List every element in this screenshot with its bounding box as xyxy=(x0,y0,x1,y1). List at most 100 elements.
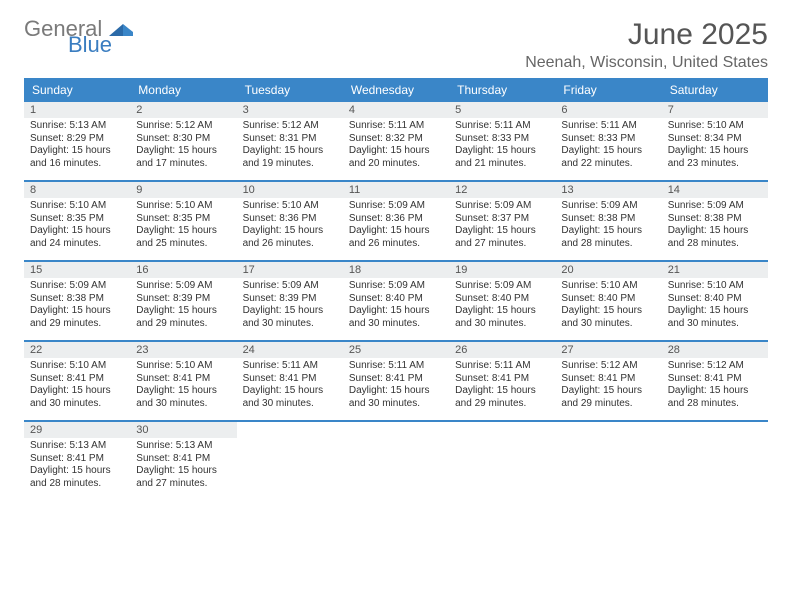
sunrise-line: Sunrise: 5:09 AM xyxy=(561,200,655,213)
sunset-line: Sunset: 8:40 PM xyxy=(349,293,443,306)
daylight-line: Daylight: 15 hours and 28 minutes. xyxy=(561,225,655,250)
day-body: Sunrise: 5:10 AMSunset: 8:41 PMDaylight:… xyxy=(130,358,236,414)
sunset-line: Sunset: 8:30 PM xyxy=(136,133,230,146)
day-body: Sunrise: 5:09 AMSunset: 8:36 PMDaylight:… xyxy=(343,198,449,254)
day-cell: 30 Sunrise: 5:13 AMSunset: 8:41 PMDayligh… xyxy=(130,422,236,500)
day-number: 13 xyxy=(555,182,661,198)
daylight-line: Daylight: 15 hours and 29 minutes. xyxy=(561,385,655,410)
day-number: 5 xyxy=(449,102,555,118)
sunset-line: Sunset: 8:41 PM xyxy=(561,373,655,386)
daylight-line: Daylight: 15 hours and 30 minutes. xyxy=(349,305,443,330)
day-body: Sunrise: 5:10 AMSunset: 8:40 PMDaylight:… xyxy=(662,278,768,334)
sunrise-line: Sunrise: 5:09 AM xyxy=(243,280,337,293)
day-body: Sunrise: 5:10 AMSunset: 8:36 PMDaylight:… xyxy=(237,198,343,254)
daylight-line: Daylight: 15 hours and 17 minutes. xyxy=(136,145,230,170)
sunrise-line: Sunrise: 5:13 AM xyxy=(30,440,124,453)
day-number: 14 xyxy=(662,182,768,198)
calendar-title: June 2025 xyxy=(525,18,768,52)
day-body: Sunrise: 5:11 AMSunset: 8:32 PMDaylight:… xyxy=(343,118,449,174)
sunset-line: Sunset: 8:37 PM xyxy=(455,213,549,226)
sunrise-line: Sunrise: 5:10 AM xyxy=(668,120,762,133)
day-cell: 7Sunrise: 5:10 AMSunset: 8:34 PMDaylight… xyxy=(662,102,768,180)
day-number: 4 xyxy=(343,102,449,118)
day-body: Sunrise: 5:09 AMSunset: 8:38 PMDaylight:… xyxy=(662,198,768,254)
sunrise-line: Sunrise: 5:12 AM xyxy=(561,360,655,373)
day-number: 7 xyxy=(662,102,768,118)
day-cell: 19Sunrise: 5:09 AMSunset: 8:40 PMDayligh… xyxy=(449,262,555,340)
sunset-line: Sunset: 8:41 PM xyxy=(30,373,124,386)
logo: General Blue xyxy=(24,18,135,56)
sunrise-line: Sunrise: 5:10 AM xyxy=(561,280,655,293)
day-body: Sunrise: 5:09 AMSunset: 8:38 PMDaylight:… xyxy=(555,198,661,254)
day-number: 8 xyxy=(24,182,130,198)
sunrise-line: Sunrise: 5:11 AM xyxy=(243,360,337,373)
day-number: 9 xyxy=(130,182,236,198)
sunset-line: Sunset: 8:41 PM xyxy=(136,373,230,386)
sunset-line: Sunset: 8:41 PM xyxy=(136,453,230,466)
day-number: 22 xyxy=(24,342,130,358)
day-body: Sunrise: 5:12 AMSunset: 8:41 PMDaylight:… xyxy=(555,358,661,414)
day-body: Sunrise: 5:12 AMSunset: 8:41 PMDaylight:… xyxy=(662,358,768,414)
daylight-line: Daylight: 15 hours and 30 minutes. xyxy=(243,305,337,330)
day-body: Sunrise: 5:09 AMSunset: 8:38 PMDaylight:… xyxy=(24,278,130,334)
day-cell: 4Sunrise: 5:11 AMSunset: 8:32 PMDaylight… xyxy=(343,102,449,180)
day-cell: 24Sunrise: 5:11 AMSunset: 8:41 PMDayligh… xyxy=(237,342,343,420)
day-cell: 28Sunrise: 5:12 AMSunset: 8:41 PMDayligh… xyxy=(662,342,768,420)
calendar: SundayMondayTuesdayWednesdayThursdayFrid… xyxy=(24,78,768,500)
day-body: Sunrise: 5:09 AMSunset: 8:39 PMDaylight:… xyxy=(130,278,236,334)
week-row: 29Sunrise: 5:13 AMSunset: 8:41 PMDayligh… xyxy=(24,420,768,500)
day-body: Sunrise: 5:09 AMSunset: 8:37 PMDaylight:… xyxy=(449,198,555,254)
sunset-line: Sunset: 8:31 PM xyxy=(243,133,337,146)
day-cell: 22Sunrise: 5:10 AMSunset: 8:41 PMDayligh… xyxy=(24,342,130,420)
sunset-line: Sunset: 8:40 PM xyxy=(561,293,655,306)
day-cell: 15Sunrise: 5:09 AMSunset: 8:38 PMDayligh… xyxy=(24,262,130,340)
day-body: Sunrise: 5:10 AMSunset: 8:34 PMDaylight:… xyxy=(662,118,768,174)
day-cell xyxy=(237,422,343,500)
sunset-line: Sunset: 8:35 PM xyxy=(136,213,230,226)
daylight-line: Daylight: 15 hours and 28 minutes. xyxy=(668,225,762,250)
day-header-row: SundayMondayTuesdayWednesdayThursdayFrid… xyxy=(24,78,768,102)
sunrise-line: Sunrise: 5:11 AM xyxy=(455,120,549,133)
day-number: 1 xyxy=(24,102,130,118)
sunrise-line: Sunrise: 5:11 AM xyxy=(349,360,443,373)
day-body: Sunrise: 5:13 AMSunset: 8:41 PMDaylight:… xyxy=(24,438,130,494)
day-cell: 3Sunrise: 5:12 AMSunset: 8:31 PMDaylight… xyxy=(237,102,343,180)
sunset-line: Sunset: 8:40 PM xyxy=(455,293,549,306)
day-body: Sunrise: 5:10 AMSunset: 8:35 PMDaylight:… xyxy=(24,198,130,254)
day-body: Sunrise: 5:09 AMSunset: 8:39 PMDaylight:… xyxy=(237,278,343,334)
day-body: Sunrise: 5:09 AMSunset: 8:40 PMDaylight:… xyxy=(449,278,555,334)
sunset-line: Sunset: 8:36 PM xyxy=(243,213,337,226)
day-cell: 9Sunrise: 5:10 AMSunset: 8:35 PMDaylight… xyxy=(130,182,236,260)
sunrise-line: Sunrise: 5:10 AM xyxy=(30,360,124,373)
sunset-line: Sunset: 8:41 PM xyxy=(349,373,443,386)
sunrise-line: Sunrise: 5:09 AM xyxy=(668,200,762,213)
sunrise-line: Sunrise: 5:09 AM xyxy=(455,200,549,213)
daylight-line: Daylight: 15 hours and 19 minutes. xyxy=(243,145,337,170)
sunset-line: Sunset: 8:40 PM xyxy=(668,293,762,306)
day-cell: 10Sunrise: 5:10 AMSunset: 8:36 PMDayligh… xyxy=(237,182,343,260)
sunrise-line: Sunrise: 5:10 AM xyxy=(243,200,337,213)
sunset-line: Sunset: 8:36 PM xyxy=(349,213,443,226)
day-number: 30 xyxy=(130,422,236,438)
daylight-line: Daylight: 15 hours and 30 minutes. xyxy=(349,385,443,410)
day-number: 16 xyxy=(130,262,236,278)
day-header: Tuesday xyxy=(237,78,343,102)
sunset-line: Sunset: 8:29 PM xyxy=(30,133,124,146)
sunrise-line: Sunrise: 5:09 AM xyxy=(30,280,124,293)
day-body: Sunrise: 5:12 AMSunset: 8:31 PMDaylight:… xyxy=(237,118,343,174)
day-cell: 6Sunrise: 5:11 AMSunset: 8:33 PMDaylight… xyxy=(555,102,661,180)
daylight-line: Daylight: 15 hours and 29 minutes. xyxy=(30,305,124,330)
daylight-line: Daylight: 15 hours and 27 minutes. xyxy=(136,465,230,490)
day-cell xyxy=(555,422,661,500)
day-number: 12 xyxy=(449,182,555,198)
day-cell: 11Sunrise: 5:09 AMSunset: 8:36 PMDayligh… xyxy=(343,182,449,260)
day-body: Sunrise: 5:11 AMSunset: 8:41 PMDaylight:… xyxy=(237,358,343,414)
logo-icon xyxy=(109,22,135,42)
sunrise-line: Sunrise: 5:09 AM xyxy=(136,280,230,293)
day-number: 26 xyxy=(449,342,555,358)
week-row: 1Sunrise: 5:13 AMSunset: 8:29 PMDaylight… xyxy=(24,102,768,180)
day-cell xyxy=(449,422,555,500)
day-body: Sunrise: 5:10 AMSunset: 8:35 PMDaylight:… xyxy=(130,198,236,254)
sunrise-line: Sunrise: 5:13 AM xyxy=(136,440,230,453)
day-body: Sunrise: 5:11 AMSunset: 8:33 PMDaylight:… xyxy=(555,118,661,174)
